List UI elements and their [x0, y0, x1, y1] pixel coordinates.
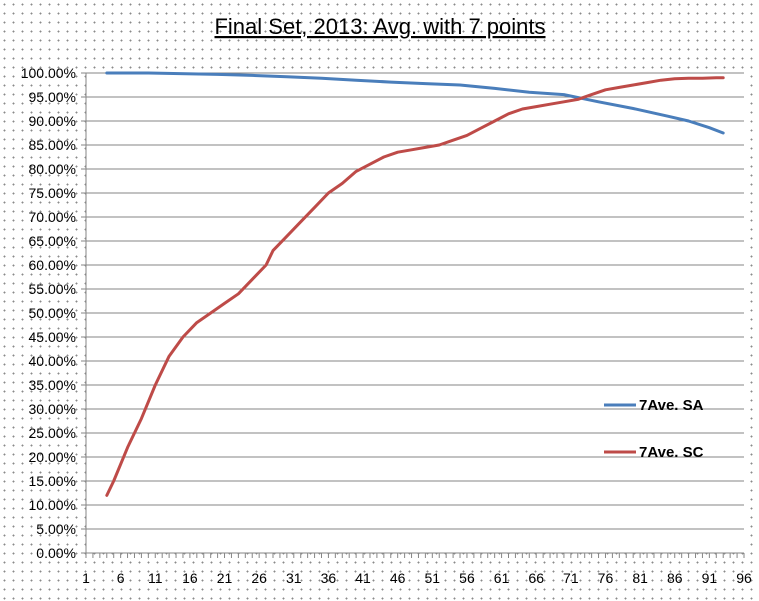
- y-tick-label: 30.00%: [29, 401, 76, 417]
- chart-title: Final Set, 2013: Avg. with 7 points: [214, 14, 545, 39]
- series-line-1: [105, 71, 725, 135]
- x-tick-label: 96: [736, 570, 752, 586]
- y-tick-label: 0.00%: [36, 545, 76, 561]
- data-series: [105, 71, 725, 497]
- legend-label-1: 7Ave. SA: [639, 397, 704, 414]
- y-tick-label: 40.00%: [29, 353, 76, 369]
- x-axis-ticks: 1 6 11 16 21 26 31 36 41 46 51 56 61 66 71 76 81 86 91 96: [82, 570, 752, 586]
- x-tick-label: 86: [667, 570, 683, 586]
- x-tick-label: 6: [117, 570, 125, 586]
- x-tick-label: 81: [632, 570, 648, 586]
- y-tick-label: 95.00%: [29, 89, 76, 105]
- x-tick-label: 56: [459, 570, 475, 586]
- x-tick-label: 41: [355, 570, 371, 586]
- x-tick-label: 61: [494, 570, 510, 586]
- x-tick-label: 11: [148, 570, 163, 586]
- x-tick-label: 71: [563, 570, 579, 586]
- axes: [81, 72, 745, 558]
- x-tick-label: 91: [702, 570, 718, 586]
- gridlines: [86, 72, 744, 553]
- x-tick-label: 51: [425, 570, 441, 586]
- y-tick-label: 90.00%: [29, 113, 76, 129]
- legend: 7Ave. SA 7Ave. SC: [604, 397, 704, 461]
- x-tick-label: 76: [598, 570, 614, 586]
- y-tick-label: 5.00%: [36, 521, 76, 537]
- y-tick-label: 65.00%: [29, 233, 76, 249]
- y-tick-label: 80.00%: [29, 161, 76, 177]
- x-tick-label: 36: [321, 570, 337, 586]
- y-tick-label: 20.00%: [29, 449, 76, 465]
- y-tick-label: 10.00%: [29, 497, 76, 513]
- y-tick-label: 55.00%: [29, 281, 76, 297]
- y-tick-label: 35.00%: [29, 377, 76, 393]
- x-tick-label: 1: [82, 570, 90, 586]
- x-tick-label: 46: [390, 570, 406, 586]
- y-tick-label: 85.00%: [29, 137, 76, 153]
- y-axis-ticks: 0.00% 5.00% 10.00% 15.00% 20.00% 25.00% 30.00%…: [21, 65, 76, 561]
- y-tick-label: 45.00%: [29, 329, 76, 345]
- x-tick-label: 66: [528, 570, 544, 586]
- y-tick-label: 25.00%: [29, 425, 76, 441]
- x-tick-label: 26: [251, 570, 267, 586]
- y-tick-label: 60.00%: [29, 257, 76, 273]
- y-tick-label: 15.00%: [29, 473, 76, 489]
- y-tick-label: 100.00%: [21, 65, 76, 81]
- series-line-2: [105, 76, 725, 497]
- legend-label-2: 7Ave. SC: [639, 444, 704, 461]
- x-tick-label: 31: [286, 570, 302, 586]
- x-tick-label: 16: [182, 570, 198, 586]
- y-tick-label: 50.00%: [29, 305, 76, 321]
- y-tick-label: 75.00%: [29, 185, 76, 201]
- y-tick-label: 70.00%: [29, 209, 76, 225]
- x-tick-label: 21: [217, 570, 233, 586]
